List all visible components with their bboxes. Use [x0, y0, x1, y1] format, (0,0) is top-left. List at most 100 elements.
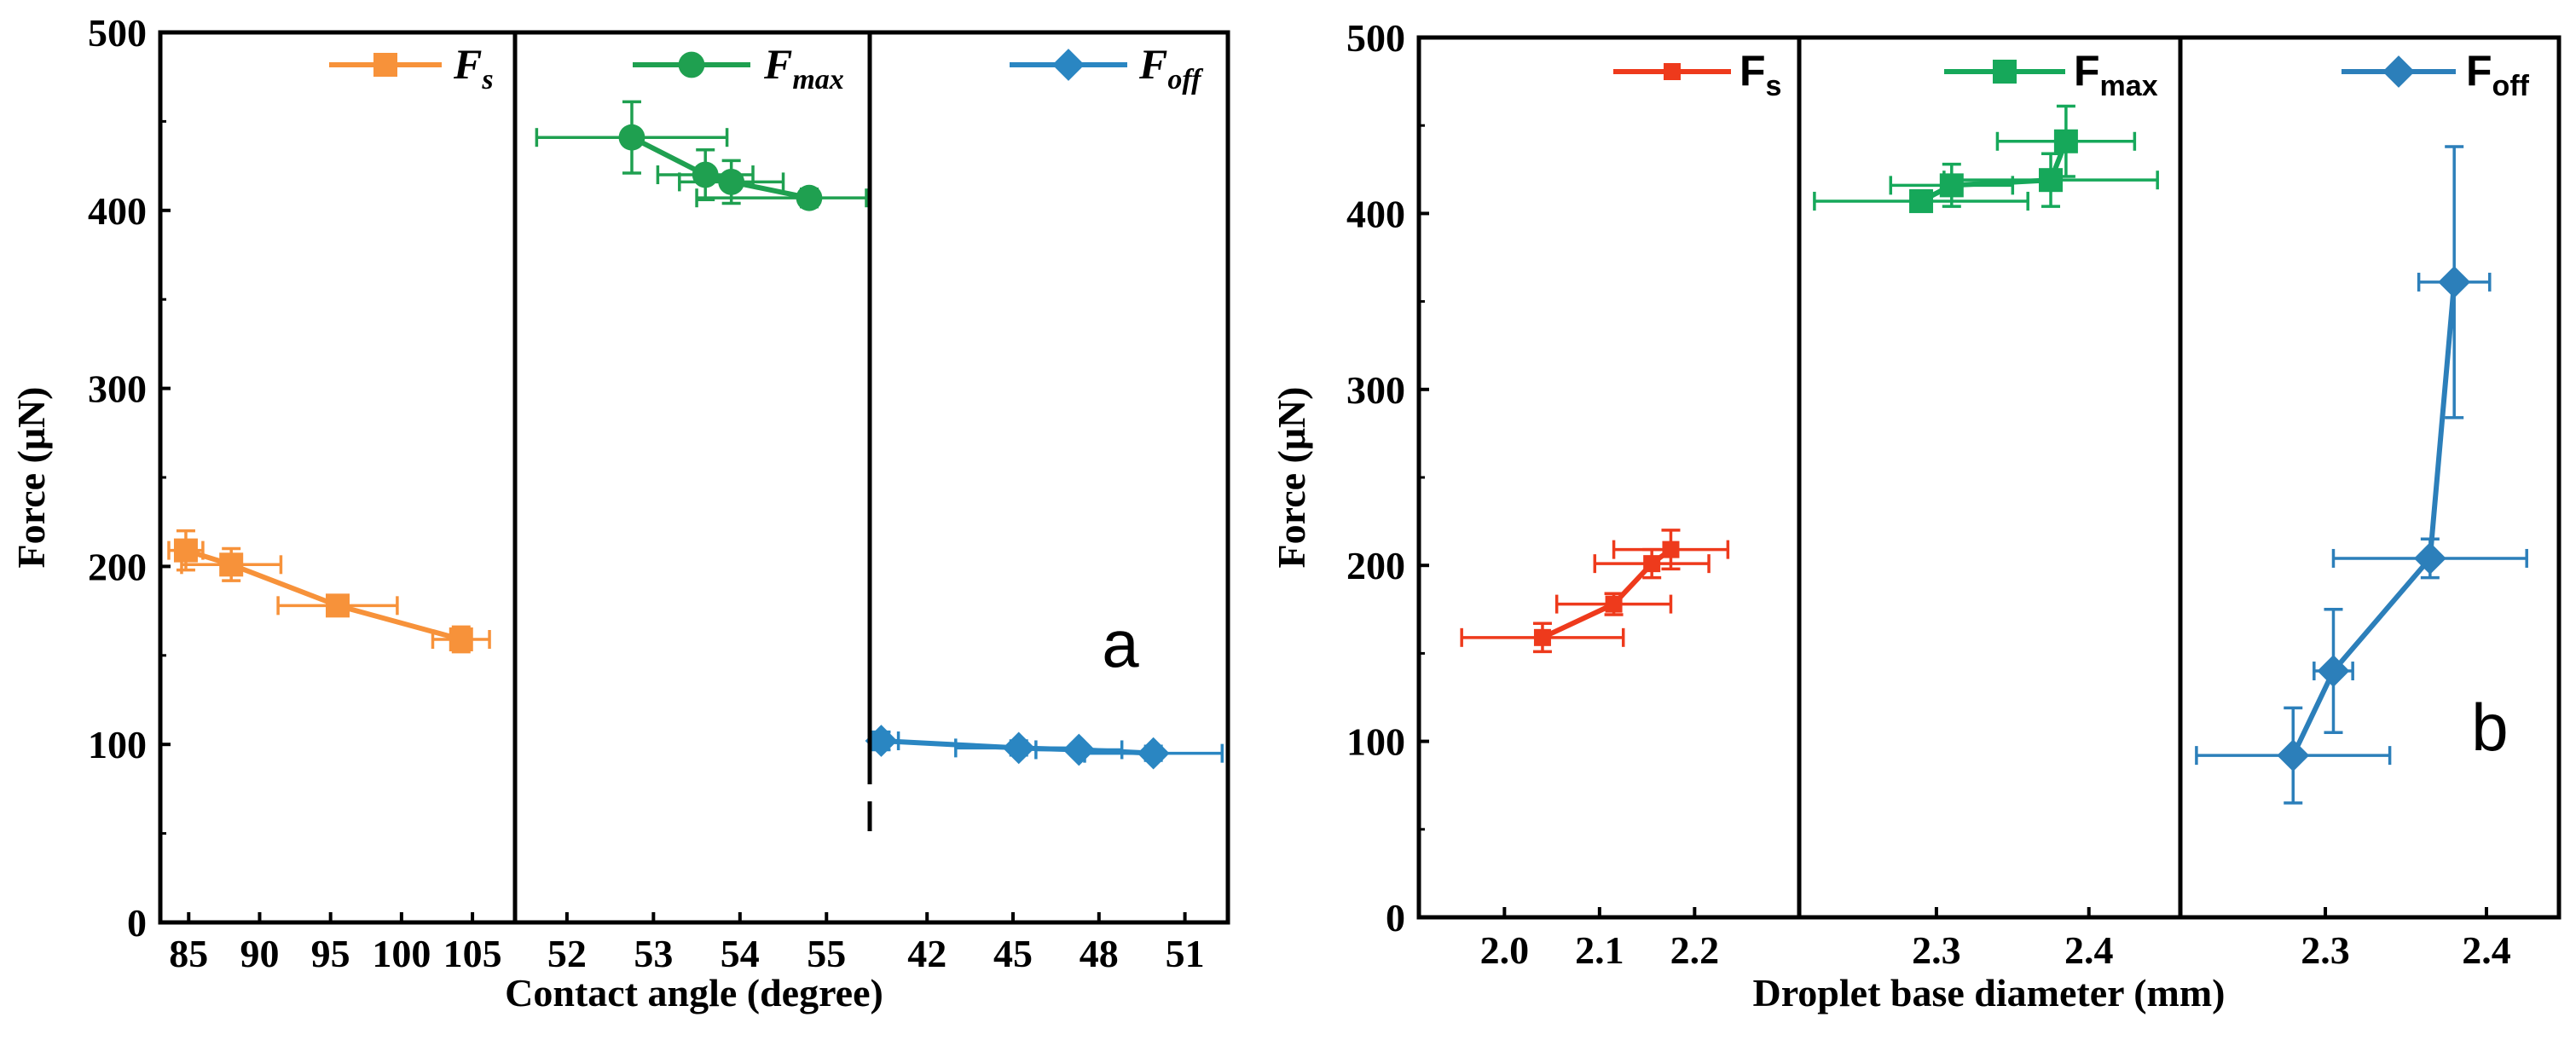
legend-marker — [1993, 60, 2017, 84]
legend-label-main: F — [453, 40, 482, 88]
x-tick-label: 100 — [372, 932, 431, 975]
y-tick-label: 100 — [1346, 720, 1405, 764]
plot-frame — [158, 30, 1230, 925]
y-tick-label: 400 — [1346, 192, 1405, 235]
series-line — [1919, 140, 2069, 204]
legend-marker — [1052, 49, 1085, 81]
legend-f-max: Fmax — [1944, 47, 2158, 102]
data-point — [1062, 733, 1096, 766]
y-tick-label: 500 — [88, 11, 147, 55]
x-tick-label: 105 — [443, 932, 502, 975]
y-tick-label: 300 — [88, 367, 147, 411]
data-point — [2053, 129, 2078, 153]
legend-label: Fs — [1740, 47, 1781, 102]
legend-marker — [1664, 63, 1681, 80]
legend-label: Foff — [1138, 40, 1204, 95]
x-tick-label: 55 — [807, 932, 846, 975]
x-axis-label: Contact angle (degree) — [505, 971, 883, 1014]
legend-label-main: F — [1740, 47, 1766, 95]
panel-a: 0 100 200 300 400 500 Force (μN) Contact angle … — [9, 11, 1230, 1014]
data-point — [2413, 542, 2446, 575]
y-tick-label: 0 — [1386, 896, 1405, 939]
x-tick-label: 85 — [169, 932, 208, 975]
data-point — [1643, 555, 1661, 573]
segment-f-max: 52 53 54 55 Fmax — [535, 40, 868, 975]
x-tick-label: 53 — [634, 932, 673, 975]
x-tick-label: 45 — [993, 932, 1033, 975]
legend-label-subscript: max — [792, 64, 843, 95]
legend-label-subscript: max — [2100, 70, 2158, 102]
legend-label-main: F — [763, 40, 792, 88]
x-tick-label: 2.3 — [1912, 928, 1961, 972]
data-point — [1605, 595, 1623, 613]
data-point — [2277, 739, 2310, 772]
legend-f-max: Fmax — [633, 40, 844, 95]
x-tick-label: 2.3 — [2301, 928, 2350, 972]
x-tick-label: 52 — [547, 932, 587, 975]
x-tick-label: 48 — [1080, 932, 1119, 975]
y-tick-label: 500 — [1346, 16, 1405, 60]
x-tick-label: 2.4 — [2462, 928, 2511, 972]
legend-marker — [678, 51, 705, 78]
segment-f-off: 42 45 48 51 Foff — [865, 40, 1224, 975]
legend-label: Foff — [2466, 47, 2530, 102]
series-line — [2290, 281, 2457, 757]
panel-label: a — [1102, 606, 1139, 681]
data-point — [1002, 731, 1035, 765]
series-line — [881, 738, 1154, 756]
panel-label: b — [2471, 690, 2508, 765]
data-point — [1662, 540, 1680, 558]
data-point — [692, 161, 719, 188]
data-point — [2317, 655, 2350, 687]
segment-f-max: 2.3 2.4 Fmax — [1813, 47, 2159, 972]
series-line — [185, 547, 462, 642]
legend-marker — [373, 53, 397, 77]
legend-marker — [2382, 55, 2415, 88]
y-tick-label: 400 — [88, 189, 147, 233]
x-tick-label: 54 — [721, 932, 760, 975]
segment-f-s: 85 90 95 100 105 Fs — [167, 40, 502, 975]
x-tick-label: 2.2 — [1670, 928, 1720, 972]
panel-b: 0 100 200 300 400 500 Force (μN) Droplet base d… — [1270, 16, 2562, 1014]
data-point — [219, 552, 244, 577]
segment-f-off: 2.3 2.4 Foff — [2195, 47, 2530, 972]
data-point — [1137, 737, 1170, 770]
data-point — [796, 184, 823, 211]
data-point — [2039, 168, 2064, 193]
legend-f-s: Fs — [329, 40, 494, 95]
y-tick-label: 200 — [1346, 544, 1405, 587]
legend-label-subscript: off — [1167, 64, 1204, 95]
legend-f-off: Foff — [1010, 40, 1204, 95]
legend-f-s: Fs — [1613, 47, 1781, 102]
y-tick-label: 200 — [88, 545, 147, 588]
segment-f-s: 2.0 2.1 2.2 Fs — [1460, 47, 1781, 972]
legend-label-main: F — [1138, 40, 1167, 88]
legend-label: Fmax — [763, 40, 844, 95]
y-tick-label: 300 — [1346, 368, 1405, 412]
data-point — [1909, 188, 1934, 213]
x-tick-label: 2.1 — [1575, 928, 1624, 972]
data-point — [326, 593, 350, 618]
y-axis-label: Force (μN) — [1270, 387, 1313, 569]
x-tick-label: 42 — [907, 932, 946, 975]
x-tick-label: 2.4 — [2064, 928, 2114, 972]
y-axis-label: Force (μN) — [9, 387, 53, 569]
x-tick-label: 95 — [311, 932, 350, 975]
series-line — [630, 135, 810, 201]
data-point — [718, 168, 745, 195]
y-tick-label: 100 — [88, 723, 147, 766]
legend-label-main: F — [2466, 47, 2492, 95]
legend-f-off: Foff — [2342, 47, 2530, 102]
data-point — [865, 725, 898, 757]
data-point — [618, 124, 645, 151]
data-point — [2438, 265, 2471, 298]
x-tick-label: 51 — [1166, 932, 1205, 975]
data-point — [173, 538, 198, 563]
y-tick-label: 0 — [127, 901, 147, 945]
data-point — [1533, 628, 1551, 646]
x-tick-label: 90 — [240, 932, 279, 975]
data-point — [1939, 173, 1964, 198]
legend-label-subscript: s — [1766, 70, 1782, 102]
